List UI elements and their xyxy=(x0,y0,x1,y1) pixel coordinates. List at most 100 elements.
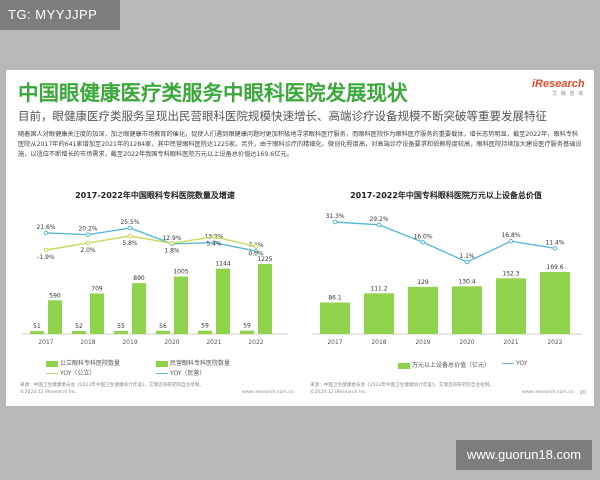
point-yoy-private-2021 xyxy=(211,240,217,245)
point-yoy-private-2022 xyxy=(253,248,259,254)
tick-2022: 2022 xyxy=(547,339,562,346)
label-private-2021: 1144 xyxy=(215,261,230,268)
label-equipment-2020: 130.4 xyxy=(458,278,475,285)
legend2-label-0: 万元以上设备总价值（亿元） xyxy=(412,362,491,369)
bar-public-2021 xyxy=(198,330,212,334)
label-yoy-public-2021: 5.4% xyxy=(206,241,222,248)
label-equipment-2017: 86.1 xyxy=(328,295,342,302)
point-yoy-2019 xyxy=(420,239,426,245)
tick-2021: 2021 xyxy=(206,339,221,346)
bar-private-2018 xyxy=(90,293,104,334)
iresearch-logo: iResearch 艾 瑞 咨 询 xyxy=(532,78,585,97)
line-yoy xyxy=(334,221,556,263)
bar-private-2020 xyxy=(174,276,188,334)
point-yoy-2022 xyxy=(552,246,558,251)
chart1-title: 2017-2022年中国眼科专科医院数量及增速 xyxy=(75,191,235,200)
legend1-swatch-2 xyxy=(46,373,58,374)
point-yoy-public-2018 xyxy=(85,240,91,246)
label-yoy-2021: 16.8% xyxy=(501,232,520,239)
bar-equipment-2017 xyxy=(320,302,350,334)
logo-sub: 艾 瑞 咨 询 xyxy=(552,91,584,97)
watermark-top: TG: MYYJJPP xyxy=(0,0,120,30)
bar-public-2020 xyxy=(156,330,170,334)
label-yoy-private-2020: 12.9% xyxy=(162,235,181,242)
label-yoy-public-2022: 0.0% xyxy=(248,251,264,258)
point-yoy-public-2020 xyxy=(169,240,175,246)
label-yoy-2018: 29.2% xyxy=(369,216,388,223)
bar-equipment-2018 xyxy=(364,293,394,334)
legend1-label-0: 公立眼科专科医院数量 xyxy=(60,360,121,367)
bar-private-2019 xyxy=(132,283,146,334)
label-yoy-public-2019: 5.8% xyxy=(122,240,138,247)
line-yoy-private xyxy=(45,227,257,252)
point-yoy-2018 xyxy=(376,222,382,228)
bar-public-2019 xyxy=(114,330,128,334)
point-yoy-2021 xyxy=(508,238,514,244)
legend2-swatch-1 xyxy=(502,363,514,364)
label-private-2019: 890 xyxy=(133,275,145,282)
point-yoy-public-2021 xyxy=(211,234,217,240)
tick-2020: 2020 xyxy=(164,339,179,346)
bar-private-2021 xyxy=(216,268,230,334)
legend1-swatch-3 xyxy=(156,373,168,374)
label-public-2019: 55 xyxy=(117,323,125,330)
label-yoy-private-2018: 20.2% xyxy=(78,226,97,233)
tick-2019: 2019 xyxy=(122,339,137,346)
label-yoy-public-2017: -1.9% xyxy=(37,254,55,261)
bar-public-2018 xyxy=(72,331,86,334)
tick-2018: 2018 xyxy=(371,339,386,346)
tick-2017: 2017 xyxy=(327,339,342,346)
report-slide: 中国眼健康医疗类服务中眼科医院发展现状 iResearch 艾 瑞 咨 询 目前… xyxy=(6,70,594,406)
body-paragraph: 随着国人对眼健康关注度的加深，加之眼健康市场教育的催化，促使人们遇到眼健康问题时… xyxy=(18,131,582,158)
label-public-2022: 59 xyxy=(243,323,251,330)
source-note-left: 来源：中国卫生健康委员会《2023年中国卫生健康统计年鉴》，艾瑞咨询研究院自主绘… xyxy=(20,383,204,388)
logo-brand: iResearch xyxy=(532,78,585,90)
slide-subtitle: 目前，眼健康医疗类服务呈现出民营眼科医院规模快速增长、高端诊疗设备规模不断突破等… xyxy=(18,109,547,123)
label-yoy-2017: 31.3% xyxy=(325,213,344,220)
label-equipment-2021: 152.3 xyxy=(502,270,519,277)
label-private-2017: 590 xyxy=(49,292,61,299)
label-private-2018: 709 xyxy=(91,285,103,292)
tick-2018: 2018 xyxy=(80,339,95,346)
tick-2022: 2022 xyxy=(248,339,263,346)
legend1-item-2: YOY（公立） xyxy=(46,368,95,377)
label-yoy-public-2018: 2.0% xyxy=(80,247,96,254)
legend2-item-1: YOY xyxy=(502,360,527,367)
chart2-legend: 万元以上设备总价值（亿元） YOY xyxy=(398,360,578,372)
point-yoy-public-2022 xyxy=(253,244,259,249)
source-note-right: 来源：中国卫生健康委员会《2023年中国卫生健康统计年鉴》，艾瑞咨询研究院自主绘… xyxy=(310,383,494,388)
legend1-item-3: YOY（民营） xyxy=(156,368,205,377)
point-yoy-public-2019 xyxy=(127,233,133,239)
bar-equipment-2020 xyxy=(452,286,482,334)
tick-2020: 2020 xyxy=(459,339,474,346)
slide-title: 中国眼健康医疗类服务中眼科医院发展现状 xyxy=(18,81,408,105)
legend2-item-0: 万元以上设备总价值（亿元） xyxy=(398,360,490,369)
legend1-label-1: 民营眼科专科医院数量 xyxy=(170,360,231,367)
legend2-swatch-0 xyxy=(398,362,410,369)
label-yoy-2020: 1.1% xyxy=(459,253,475,260)
bar-equipment-2021 xyxy=(496,278,526,334)
label-public-2020: 56 xyxy=(159,323,167,330)
site-right: www.iresearch.com.cn xyxy=(522,390,574,395)
chart1-legend: 公立眼科专科医院数量 民营眼科专科医院数量 YOY（公立） YOY（民营） xyxy=(46,358,276,378)
watermark-bottom: www.guorun18.com xyxy=(456,440,592,470)
label-yoy-private-2019: 25.5% xyxy=(120,219,139,226)
label-equipment-2019: 129 xyxy=(417,279,429,286)
legend1-swatch-0 xyxy=(46,360,58,367)
label-equipment-2018: 111.2 xyxy=(370,285,387,292)
legend2-label-1: YOY xyxy=(516,360,528,367)
page-number: 20 xyxy=(579,390,586,396)
equipment-value-chart: 86.1 2017 111.2 2018 129 2019 130.4 2020 152.3 20… xyxy=(312,213,582,346)
bar-public-2022 xyxy=(240,330,254,334)
point-yoy-public-2017 xyxy=(43,247,49,253)
legend1-label-3: YOY（民营） xyxy=(170,370,206,377)
point-yoy-private-2019 xyxy=(127,225,133,231)
chart2-title: 2017-2022年中国专科眼科医院万元以上设备总价值 xyxy=(350,191,542,200)
label-private-2022: 1225 xyxy=(257,256,272,263)
legend1-label-2: YOY（公立） xyxy=(60,370,96,377)
hospital-count-chart: 51 590 2017 52 709 2018 55 890 2019 56 1005 2020 59 1… xyxy=(22,219,288,346)
tick-2019: 2019 xyxy=(415,339,430,346)
bar-equipment-2019 xyxy=(408,286,438,334)
bar-equipment-2022 xyxy=(540,272,570,334)
bar-private-2017 xyxy=(48,300,62,334)
